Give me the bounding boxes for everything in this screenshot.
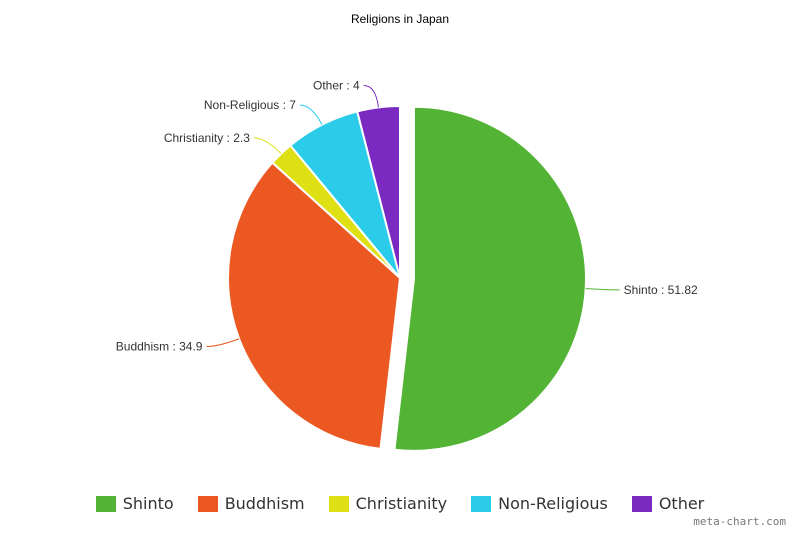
pie-slice-other [356, 104, 401, 279]
legend-label: Other [658, 494, 705, 513]
legend-item-buddhism[interactable]: Buddhism [197, 494, 305, 513]
legend-swatch [197, 495, 218, 512]
label-connector-other [363, 85, 379, 108]
slice-label-buddhism: Buddhism : 34.9 [116, 340, 203, 354]
pie-slices [227, 104, 587, 452]
label-connector-buddhism [206, 338, 240, 348]
legend-label: Buddhism [224, 494, 305, 513]
pie-slice-buddhism [227, 161, 402, 450]
slice-label-other: Other : 4 [313, 79, 360, 93]
slice-label-christianity: Christianity : 2.3 [164, 131, 250, 145]
legend: Shinto Buddhism Christianity Non-Religious O… [0, 494, 800, 513]
legend-item-shinto[interactable]: Shinto [95, 494, 174, 513]
legend-swatch [328, 495, 349, 512]
slice-labels: Shinto : 51.82 Buddhism : 34.9 Christianit… [116, 79, 698, 354]
legend-label: Shinto [122, 494, 174, 513]
slice-label-non-religious: Non-Religious : 7 [204, 98, 296, 112]
watermark: meta-chart.com [693, 515, 786, 528]
legend-label: Christianity [355, 494, 448, 513]
chart-title: Religions in Japan [351, 12, 449, 26]
pie-slice-shinto [393, 105, 587, 452]
legend-item-christianity[interactable]: Christianity [328, 494, 448, 513]
legend-swatch [95, 495, 116, 512]
legend-item-non-religious[interactable]: Non-Religious [471, 494, 608, 513]
legend-swatch [631, 495, 652, 512]
legend-item-other[interactable]: Other [631, 494, 705, 513]
slice-label-shinto: Shinto : 51.82 [624, 283, 698, 297]
label-connector-christianity [253, 137, 282, 155]
label-connector-non-religious [299, 104, 323, 125]
label-connector-shinto [585, 288, 620, 291]
legend-swatch [471, 495, 492, 512]
legend-label: Non-Religious [498, 494, 608, 513]
